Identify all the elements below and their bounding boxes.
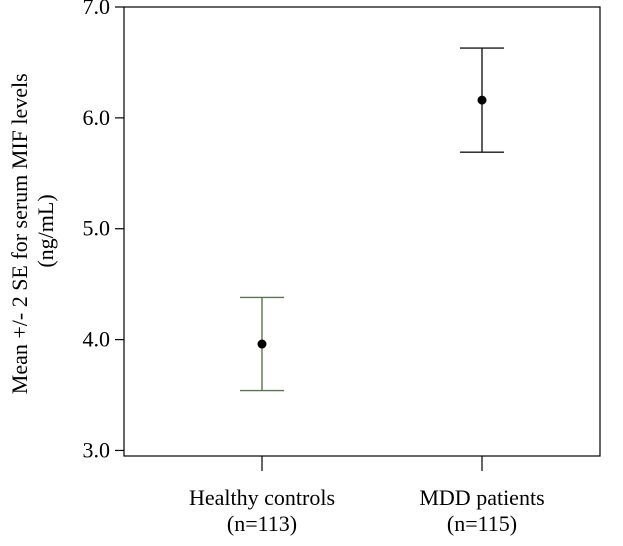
y-tick-label: 3.0 — [83, 437, 111, 462]
plot-frame — [123, 6, 601, 457]
x-axis: Healthy controls(n=113) MDD patients(n=11… — [189, 456, 545, 536]
y-tick-label: 4.0 — [83, 327, 111, 352]
x-category-n-label: (n=113) — [227, 511, 297, 536]
error-bar-group — [460, 47, 504, 153]
y-axis-title-line-2: (ng/mL) — [33, 194, 58, 267]
x-category-n-label: (n=115) — [447, 511, 517, 536]
x-category-label: Healthy controls — [189, 485, 335, 510]
y-tick-label: 5.0 — [83, 216, 111, 241]
y-axis-title: Mean +/- 2 SE for serum MIF levels (ng/m… — [7, 68, 58, 394]
mean-point — [477, 95, 487, 105]
y-axis: 3.0 4.0 5.0 6.0 7.0 — [83, 0, 124, 462]
y-tick-label: 7.0 — [83, 0, 111, 19]
mean-point — [257, 339, 267, 349]
y-axis-title-line-1: Mean +/- 2 SE for serum MIF levels — [7, 73, 32, 394]
error-bar-group — [240, 296, 284, 392]
x-category-label: MDD patients — [419, 485, 544, 510]
y-tick-label: 6.0 — [83, 105, 111, 130]
data-marks — [240, 47, 504, 392]
